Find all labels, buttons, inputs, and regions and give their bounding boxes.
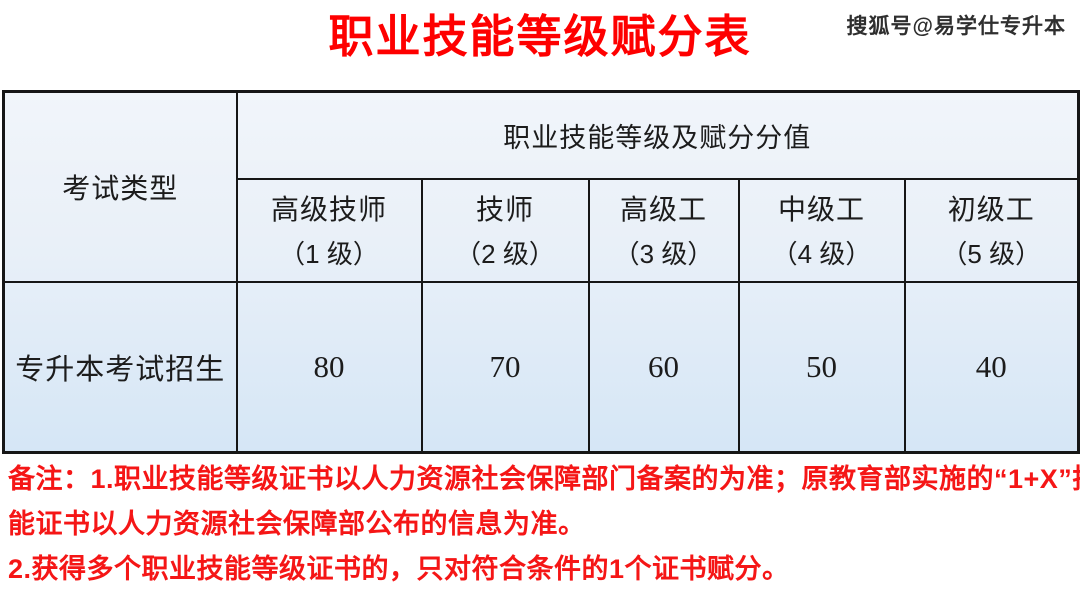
score-cell-level3: 60: [587, 281, 740, 454]
column-name: 技师: [475, 193, 534, 225]
score-cell-level1: 80: [235, 281, 423, 454]
scoring-table: 考试类型 职业技能等级及赋分分值 高级技师 （1 级） 技师 （2 级） 高级工…: [2, 90, 1080, 454]
score-cell-level5: 40: [903, 281, 1080, 454]
group-header-cell: 职业技能等级及赋分分值: [235, 90, 1080, 180]
column-name: 初级工: [947, 193, 1035, 225]
column-header-level2: 技师 （2 级）: [420, 178, 590, 283]
column-level: （3 级）: [613, 238, 714, 269]
column-header-level1: 高级技师 （1 级）: [235, 178, 423, 283]
column-level: （2 级）: [455, 238, 555, 269]
table-header-row-levels: 高级技师 （1 级） 技师 （2 级） 高级工 （3 级） 中级工 （4 级） …: [4, 178, 1080, 283]
column-header-level3: 高级工 （3 级）: [587, 178, 740, 283]
table-header-row-group: 考试类型 职业技能等级及赋分分值: [2, 90, 1080, 283]
corner-header-cell: 考试类型: [2, 90, 238, 283]
note-line-2: 能证书以人力资源社会保障部公布的信息为准。: [8, 509, 586, 539]
row-label-cell: 专升本考试招生: [2, 281, 238, 454]
column-name: 中级工: [777, 193, 865, 225]
notes-block: 备注：1.职业技能等级证书以人力资源社会保障部门备案的为准；原教育部实施的“1+…: [8, 457, 1080, 592]
score-cell-level2: 70: [420, 281, 590, 454]
note-line-1: 备注：1.职业技能等级证书以人力资源社会保障部门备案的为准；原教育部实施的“1+…: [8, 464, 1080, 494]
column-level: （1 级）: [279, 238, 379, 269]
watermark-text: 搜狐号@易学仕专升本: [846, 15, 1066, 38]
column-header-level5: 初级工 （5 级）: [903, 178, 1080, 283]
column-level: （5 级）: [941, 238, 1042, 269]
column-level: （4 级）: [771, 238, 872, 269]
note-line-3: 2.获得多个职业技能等级证书的，只对符合条件的1个证书赋分。: [8, 554, 790, 584]
page-title: 职业技能等级赋分表: [328, 11, 752, 62]
score-cell-level4: 50: [737, 281, 906, 454]
column-name: 高级工: [619, 193, 707, 225]
column-name: 高级技师: [270, 193, 387, 225]
table-data-row: 专升本考试招生 80 70 60 50 40: [2, 281, 1080, 454]
column-header-level4: 中级工 （4 级）: [737, 178, 906, 283]
